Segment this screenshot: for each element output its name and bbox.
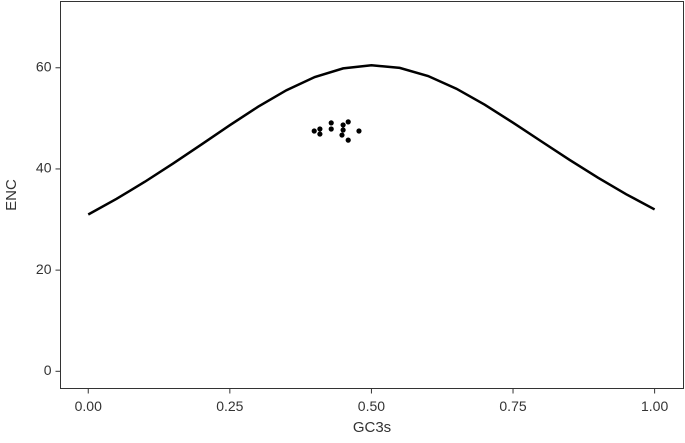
scatter-point (340, 127, 346, 133)
scatter-point (356, 128, 362, 134)
x-tick-label: 1.00 (641, 398, 668, 414)
plot-frame (60, 1, 684, 389)
scatter-point (317, 131, 323, 137)
y-tick-label: 0 (44, 362, 52, 378)
y-tick-label: 40 (36, 160, 52, 176)
x-tick-label: 0.50 (358, 398, 385, 414)
scatter-point (317, 126, 323, 132)
scatter-point (340, 122, 346, 128)
x-tick-label: 0.00 (75, 398, 102, 414)
scatter-point (339, 132, 345, 138)
x-tick-label: 0.25 (216, 398, 243, 414)
y-tick-label: 60 (36, 58, 52, 74)
scatter-point (311, 128, 317, 134)
x-tick-label: 0.75 (499, 398, 526, 414)
scatter-point (345, 119, 351, 125)
y-axis-label: ENC (3, 179, 20, 211)
scatter-point (328, 126, 334, 132)
x-axis-label: GC3s (353, 419, 391, 436)
scatter-point (345, 137, 351, 143)
expected-curve (87, 63, 656, 216)
scatter-point (328, 120, 334, 126)
y-tick-label: 20 (36, 261, 52, 277)
